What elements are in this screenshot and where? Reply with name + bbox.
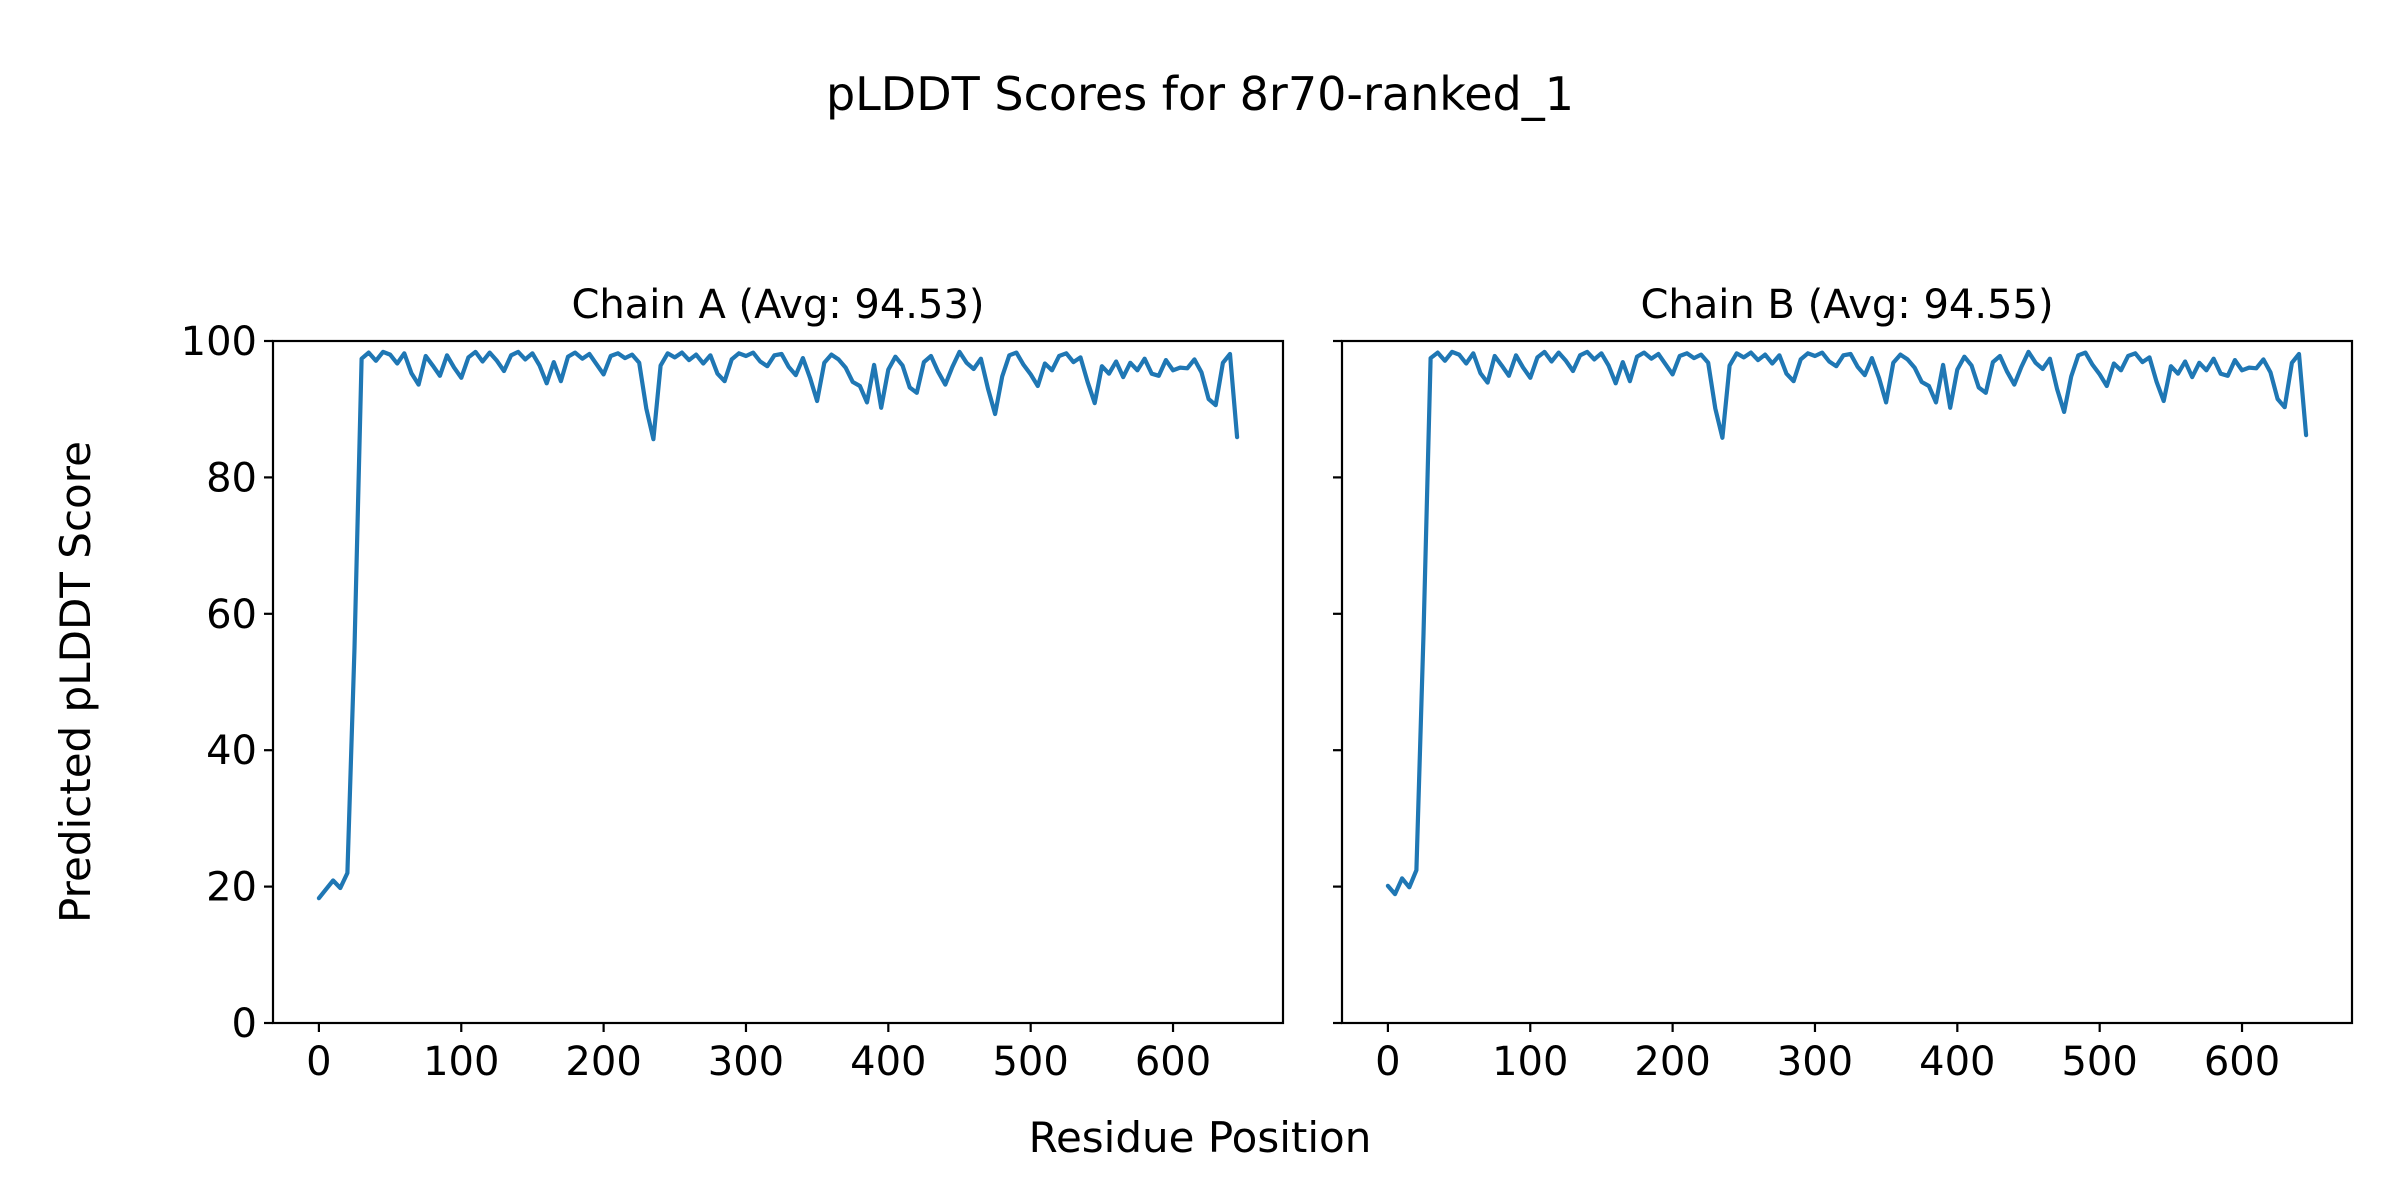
plddt-line	[316, 349, 1240, 901]
x-tick-label: 100	[423, 1039, 499, 1085]
x-tick-label: 200	[565, 1039, 641, 1085]
x-tick-label: 400	[1919, 1039, 1995, 1085]
x-tick-label: 300	[1777, 1039, 1853, 1085]
y-tick-label: 40	[206, 728, 257, 774]
y-axis-label: Predicted pLDDT Score	[51, 441, 100, 923]
axes-frame	[1340, 339, 2354, 1025]
x-axis-label: Residue Position	[1029, 1113, 1372, 1162]
x-tick-label: 400	[850, 1039, 926, 1085]
x-tick-label: 500	[992, 1039, 1068, 1085]
x-tick-label: 200	[1634, 1039, 1710, 1085]
y-tick-label: 100	[181, 319, 257, 365]
y-tick-label: 80	[206, 455, 257, 501]
y-tick-label: 0	[232, 1001, 257, 1047]
x-tick-label: 600	[2204, 1039, 2280, 1085]
x-tick-label: 600	[1135, 1039, 1211, 1085]
x-tick-label: 300	[708, 1039, 784, 1085]
y-tick-label: 60	[206, 592, 257, 638]
y-tick-label: 20	[206, 865, 257, 911]
chain-a-subplot: Chain A (Avg: 94.53) 0 100 200 300 400 500 600…	[181, 282, 1285, 1085]
x-tick-label: 500	[2061, 1039, 2137, 1085]
axes-frame	[271, 339, 1285, 1025]
chain-b-title: Chain B (Avg: 94.55)	[1640, 282, 2053, 328]
chain-a-title: Chain A (Avg: 94.53)	[571, 282, 984, 328]
figure-title: pLDDT Scores for 8r70-ranked_1	[826, 67, 1574, 121]
x-tick-label: 0	[306, 1039, 331, 1085]
plddt-line	[1385, 349, 2309, 897]
x-tick-label: 0	[1375, 1039, 1400, 1085]
x-tick-label: 100	[1492, 1039, 1568, 1085]
chain-b-subplot: Chain B (Avg: 94.55) 0 100 200 300 400 500 600	[1333, 282, 2354, 1085]
